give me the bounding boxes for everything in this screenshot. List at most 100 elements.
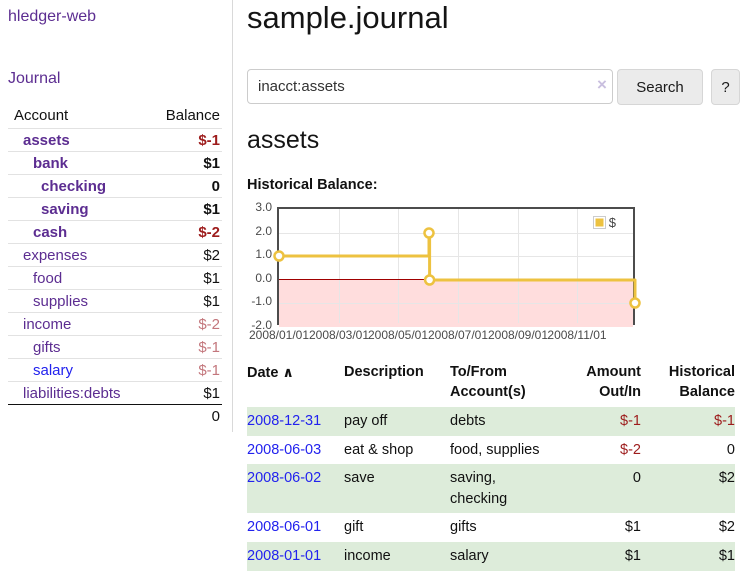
transaction-date-link[interactable]: 2008-06-01 [247,519,322,536]
transactions-table: Date ∧ Description To/From Account(s) Am… [247,361,735,571]
transaction-amount: 0 [632,470,641,487]
transaction-date-link[interactable]: 2008-01-01 [247,548,322,565]
transaction-description: gift [344,519,364,536]
account-balance: $1 [136,289,222,313]
account-link-cash[interactable]: cash [33,223,68,241]
account-row-food: food $1 [8,266,222,290]
accounts-header-balance: Balance [165,107,220,124]
account-balance: $1 [136,197,222,221]
x-tick: 2008/05/01 [367,328,429,342]
account-balance: $1 [136,381,222,405]
transaction-row[interactable]: 2008-06-02 save saving, checking 0 $2 [247,464,735,514]
transaction-date-link[interactable]: 2008-06-02 [247,470,322,487]
accounts-table: Account Balance assets $-1 bank $1 check… [8,104,222,427]
transaction-row[interactable]: 2008-01-01 income salary $1 $1 [247,542,735,571]
account-balance: 0 [136,174,222,198]
account-row-bank: bank $1 [8,151,222,175]
column-header-amount: Amount Out/In [586,364,641,400]
account-link-checking[interactable]: checking [41,177,107,195]
account-balance: $1 [136,151,222,175]
transaction-balance: $2 [718,519,735,536]
accounts-total-value: 0 [136,404,222,427]
x-tick: 2008/09/01 [487,328,549,342]
help-button[interactable]: ? [711,69,740,105]
sidebar-divider [232,0,233,432]
app-title-link[interactable]: hledger-web [8,8,97,25]
page-title: sample.journal [247,0,449,35]
data-point-marker [629,297,641,309]
y-tick: 2.0 [255,224,272,238]
transaction-balance: 0 [726,441,735,458]
account-link-assets[interactable]: assets [23,131,70,149]
account-row-saving: saving $1 [8,197,222,221]
account-row-expenses: expenses $2 [8,243,222,267]
account-heading: assets [247,126,320,154]
account-balance: $-1 [136,128,222,152]
transaction-accounts: salary [450,548,489,565]
account-balance: $2 [136,243,222,267]
account-row-cash: cash $-2 [8,220,222,244]
transaction-amount: $1 [624,519,641,536]
account-link-salary[interactable]: salary [33,361,74,379]
account-link-supplies[interactable]: supplies [33,292,89,310]
account-balance: $-1 [136,358,222,382]
clear-search-icon[interactable]: × [597,75,607,94]
account-row-gifts: gifts $-1 [8,335,222,359]
transaction-date-link[interactable]: 2008-12-31 [247,413,322,430]
transaction-date-link[interactable]: 2008-06-03 [247,441,322,458]
account-link-income[interactable]: income [23,315,72,333]
column-header-description: Description [344,364,424,380]
accounts-header-account: Account [14,107,69,124]
legend-label: $ [608,215,616,230]
account-balance: $-1 [136,335,222,359]
balance-line-series [273,227,641,309]
column-header-balance: Historical Balance [668,364,735,400]
y-tick: -2.0 [251,318,272,332]
search-button[interactable]: Search [617,69,703,105]
account-row-salary: salary $-1 [8,358,222,382]
x-tick: 2008/03/01 [308,328,370,342]
account-row-liabilities-debts: liabilities:debts $1 [8,381,222,405]
historical-balance-chart: $ [273,207,641,327]
account-link-gifts[interactable]: gifts [33,338,61,356]
account-row-checking: checking 0 [8,174,222,198]
transaction-description: save [344,470,375,487]
x-tick: 2008/07/01 [427,328,489,342]
transaction-amount: $1 [624,548,641,565]
transaction-amount: $-1 [620,413,641,430]
data-point-marker [423,274,436,286]
column-header-tofrom: To/From Account(s) [450,364,526,400]
sidebar-item-journal[interactable]: Journal [8,70,61,87]
sort-by-date-link[interactable]: Date ∧ [247,364,294,381]
account-row-income: income $-2 [8,312,222,336]
x-tick: 2008/11/01 [547,328,607,342]
transaction-accounts: saving, checking [450,470,508,507]
data-point-marker [423,227,435,239]
transactions-header-row: Date ∧ Description To/From Account(s) Am… [247,361,735,407]
account-link-bank[interactable]: bank [33,154,69,172]
transaction-accounts: gifts [450,519,477,536]
transaction-description: eat & shop [344,441,414,458]
y-tick: 0.0 [255,271,272,285]
account-balance: $-2 [136,312,222,336]
chart-title: Historical Balance: [247,177,378,193]
accounts-header-row: Account Balance [8,104,222,129]
y-tick: 3.0 [255,200,272,214]
account-link-saving[interactable]: saving [41,200,89,218]
account-link-liabilities-debts[interactable]: liabilities:debts [23,384,121,402]
account-link-expenses[interactable]: expenses [23,246,88,264]
x-tick: 2008/01/01 [248,328,310,342]
transaction-row[interactable]: 2008-12-31 pay off debts $-1 $-1 [247,407,735,436]
account-link-food[interactable]: food [33,269,63,287]
transaction-description: pay off [344,413,388,430]
column-header-date[interactable]: Date ∧ [247,361,344,407]
data-point-marker [273,250,285,262]
account-row-assets: assets $-1 [8,128,222,152]
chart-legend: $ [592,215,616,230]
search-input[interactable] [247,69,613,104]
transaction-row[interactable]: 2008-06-01 gift gifts $1 $2 [247,513,735,542]
transaction-row[interactable]: 2008-06-03 eat & shop food, supplies $-2… [247,436,735,465]
account-balance: $-2 [136,220,222,244]
sort-ascending-icon: ∧ [282,364,294,380]
